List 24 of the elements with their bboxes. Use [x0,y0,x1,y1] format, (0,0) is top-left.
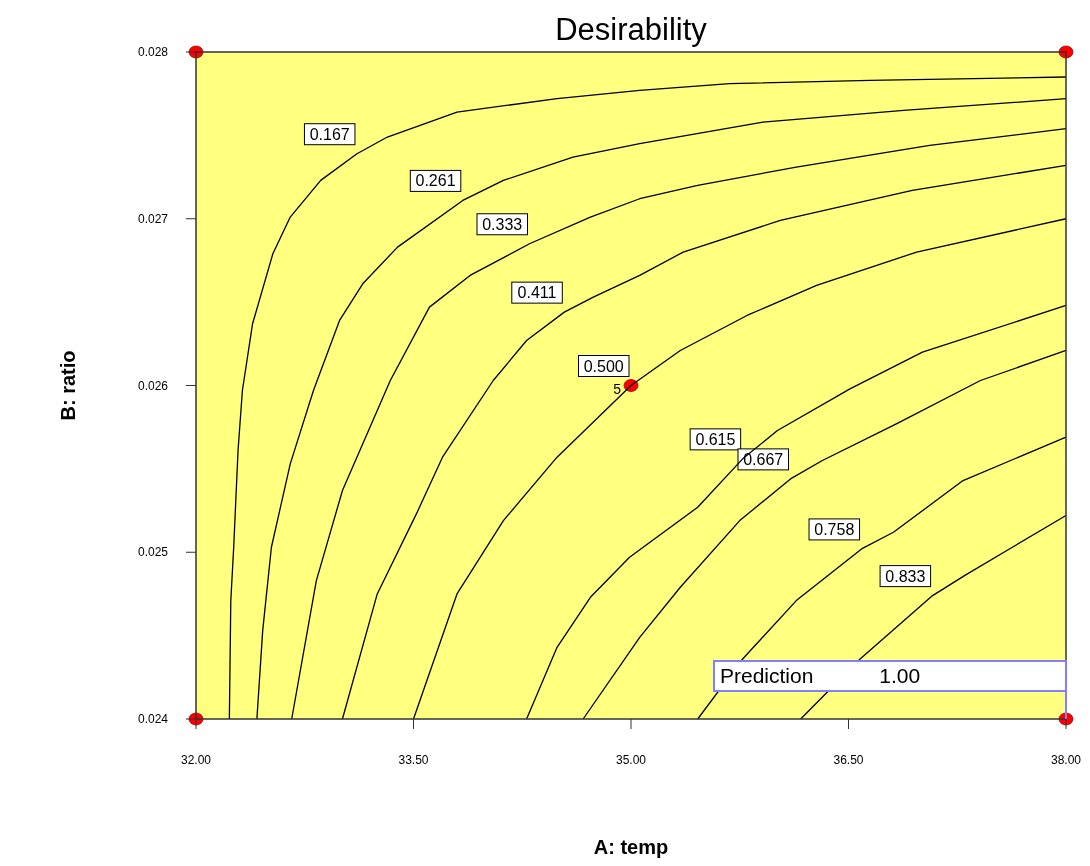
series-label: 0.500 [583,357,624,375]
x-axis-title: A: temp [593,836,669,858]
series-label: 0.667 [743,450,784,468]
x-tick-label: 35.00 [615,753,647,767]
y-axis-title: B: ratio [57,350,79,421]
y-tick-label: 0.026 [137,378,169,393]
x-tick-label: 33.50 [398,753,429,767]
annotation: Prediction 1.00 [720,664,921,687]
y-tick-label: 0.025 [137,545,169,560]
chart-title: Desirability [555,12,708,47]
x-tick-label: 32.00 [180,753,212,767]
series-label: 0.167 [309,125,350,143]
series-label: 0.411 [517,284,557,302]
series-label: 0.758 [814,520,855,538]
y-tick-label: 0.024 [137,712,169,726]
series-label: 0.261 [415,172,456,190]
series-label: 0.833 [885,567,926,585]
y-tick-label: 0.027 [137,211,169,226]
series-label: 0.333 [482,215,523,233]
annotation: 5 [613,380,622,397]
y-tick-label: 0.028 [137,45,169,59]
series-label: 0.615 [695,430,736,448]
x-tick-label: 36.50 [833,753,864,767]
x-tick-label: 38.00 [1050,753,1082,767]
